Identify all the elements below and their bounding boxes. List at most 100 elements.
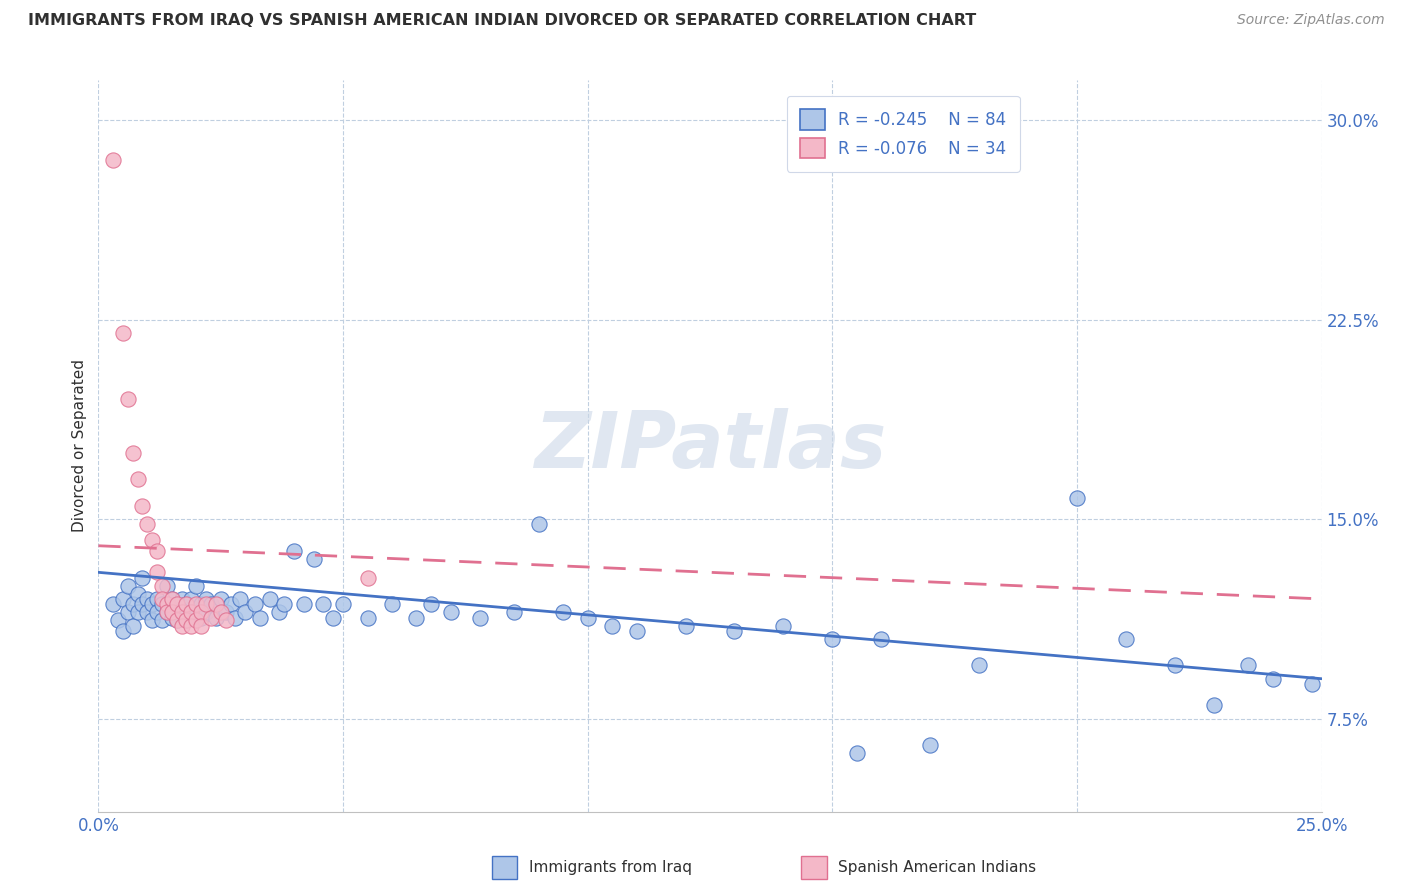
Point [166,597,188,611]
Point [186,579,208,593]
Legend: R = -0.245    N = 84, R = -0.076    N = 34: R = -0.245 N = 84, R = -0.076 N = 34 [786,96,1019,171]
Point [166,597,188,611]
Point [600,618,623,632]
Point [249,610,271,624]
Point [180,618,202,632]
Point [101,597,124,611]
Text: ZIPatlas: ZIPatlas [534,408,886,484]
Point [190,618,212,632]
Point [127,472,149,486]
Point [332,597,354,611]
Point [170,591,193,606]
Point [176,613,198,627]
Point [229,591,252,606]
Point [146,544,169,558]
Point [186,605,208,619]
Point [405,610,427,624]
Point [200,610,222,624]
Point [156,605,179,619]
Point [821,632,844,646]
Point [101,153,124,167]
Point [468,610,491,624]
Point [1237,658,1260,673]
Point [180,605,202,619]
Point [111,591,134,606]
Point [283,544,305,558]
Point [553,605,575,619]
Point [626,624,648,638]
Point [180,591,202,606]
Point [166,613,188,627]
Point [176,613,198,627]
Point [150,613,173,627]
Point [121,445,143,459]
Point [440,605,463,619]
Point [176,597,198,611]
Point [131,499,153,513]
Point [356,610,378,624]
Point [180,605,202,619]
Point [166,613,188,627]
Point [146,591,169,606]
Point [503,605,526,619]
Point [967,658,990,673]
Point [302,552,325,566]
Point [870,632,893,646]
Point [1261,672,1284,686]
Point [219,597,242,611]
Point [200,597,222,611]
Point [111,326,134,340]
Point [156,579,179,593]
Point [136,605,159,619]
Point [170,605,193,619]
Point [233,605,256,619]
Point [117,579,139,593]
Point [170,605,193,619]
Point [1202,698,1225,713]
Point [920,738,942,752]
Point [156,605,179,619]
Point [195,591,218,606]
Point [131,571,153,585]
Point [292,597,315,611]
Point [420,597,443,611]
Point [527,517,550,532]
Point [322,610,344,624]
Y-axis label: Divorced or Separated: Divorced or Separated [72,359,87,533]
Point [209,591,232,606]
Point [111,624,134,638]
Point [127,605,149,619]
Text: Spanish American Indians: Spanish American Indians [838,860,1036,874]
Point [186,613,208,627]
Point [214,613,236,627]
Point [273,597,295,611]
Point [1164,658,1187,673]
Point [146,566,169,580]
Point [195,597,218,611]
Point [150,597,173,611]
Point [146,605,169,619]
Point [772,618,794,632]
Text: Source: ZipAtlas.com: Source: ZipAtlas.com [1237,13,1385,28]
Point [675,618,697,632]
Point [141,613,163,627]
Point [186,597,208,611]
Point [576,610,599,624]
Point [160,605,183,619]
Point [170,618,193,632]
Point [156,597,179,611]
Point [224,610,246,624]
Point [259,591,281,606]
Text: IMMIGRANTS FROM IRAQ VS SPANISH AMERICAN INDIAN DIVORCED OR SEPARATED CORRELATIO: IMMIGRANTS FROM IRAQ VS SPANISH AMERICAN… [28,13,976,29]
Point [1301,677,1323,691]
Point [190,605,212,619]
Point [190,597,212,611]
Point [1066,491,1088,505]
Point [107,613,129,627]
Point [136,517,159,532]
Point [121,618,143,632]
Point [312,597,335,611]
Point [845,746,868,760]
Point [195,605,218,619]
Point [243,597,266,611]
